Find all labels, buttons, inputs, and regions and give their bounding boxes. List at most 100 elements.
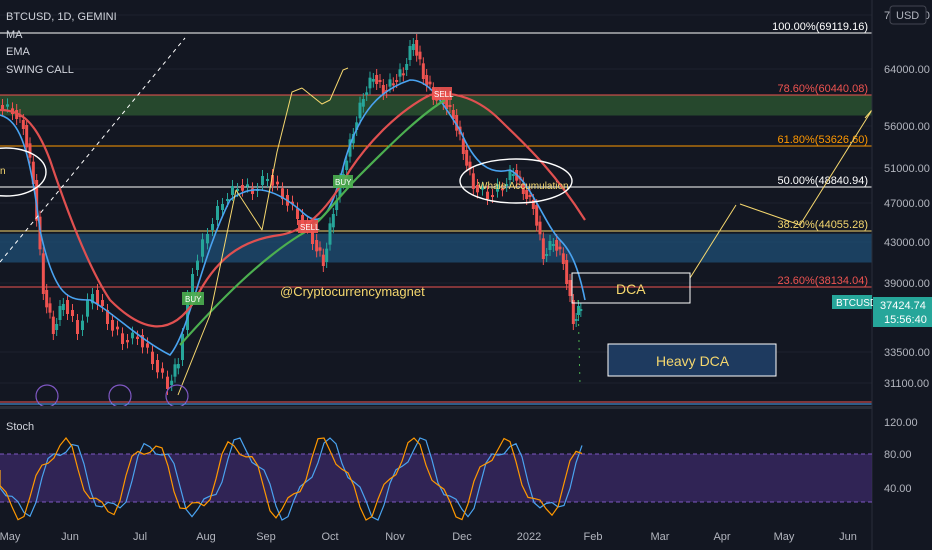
- symbol-badge-label: BTCUSD: [836, 298, 877, 309]
- projection-path: [689, 109, 873, 279]
- candle-body: [335, 200, 339, 210]
- candle-body: [201, 239, 204, 257]
- price-tick-6: 39000.00: [884, 278, 930, 290]
- candle-body: [276, 181, 279, 185]
- buy-signal-2-label: BUY: [335, 178, 352, 187]
- candle-body: [156, 360, 159, 373]
- ma-red-line: [0, 92, 586, 328]
- candle-body: [1, 105, 4, 111]
- candle-body: [358, 102, 362, 119]
- currency-badge[interactable]: [889, 5, 927, 25]
- candle-body: [173, 364, 177, 377]
- candle-body: [151, 351, 154, 364]
- currency-badge-label: USD: [896, 10, 919, 22]
- whale-oval: [459, 158, 573, 204]
- ma-green-line: [179, 99, 446, 346]
- fib-levels: 100.00%(69119.16) 78.60%(60440.08) 61.80%(…: [0, 21, 872, 403]
- candle-body: [455, 115, 459, 131]
- candle-body: [181, 334, 184, 360]
- candle-body: [111, 320, 114, 331]
- candle-body: [561, 253, 565, 264]
- candle-body: [471, 173, 475, 189]
- candle-body: [206, 234, 209, 244]
- ema-fast-line: [0, 79, 586, 357]
- candle-body: [311, 231, 314, 244]
- time-tick-0: May: [0, 531, 21, 543]
- heavy-dca-box: [607, 343, 777, 377]
- dca-label: DCA: [616, 281, 646, 297]
- dca-box: [571, 272, 691, 304]
- time-tick-7: Dec: [452, 531, 472, 543]
- fib-label-1: 78.60%(60440.08): [777, 83, 868, 95]
- candle-body: [91, 294, 94, 304]
- candle-body: [511, 174, 515, 176]
- candle-body: [15, 110, 19, 119]
- indicator-ma[interactable]: MA: [6, 29, 23, 41]
- candle-body: [146, 343, 149, 348]
- candle-body: [521, 183, 525, 194]
- candle-body: [371, 79, 375, 82]
- candle-body: [41, 253, 45, 294]
- candle-body: [231, 186, 234, 195]
- pane-divider[interactable]: [0, 406, 872, 409]
- price-tick-2: 56000.00: [884, 121, 930, 133]
- drawings: [0, 37, 873, 408]
- candle-body: [116, 326, 119, 330]
- left-oval-label: n: [0, 166, 6, 177]
- whale-label: Whale Accumulation: [478, 181, 569, 192]
- indicator-ema[interactable]: EMA: [6, 46, 31, 58]
- price-tick-3: 51000.00: [884, 163, 930, 175]
- candle-body: [408, 46, 412, 60]
- candle-body: [548, 241, 552, 250]
- candle-body: [555, 240, 559, 251]
- candle-body: [391, 83, 395, 86]
- candle-body: [48, 303, 52, 313]
- candle-body: [328, 223, 332, 245]
- buy-signal-2: [333, 175, 353, 188]
- time-tick-2: Jul: [133, 531, 147, 543]
- candle-body: [216, 206, 219, 220]
- stoch-tick-120: 120.00: [884, 417, 918, 429]
- candle-body: [481, 187, 484, 190]
- candle-body: [486, 191, 489, 199]
- candle-body: [236, 189, 239, 191]
- price-tick-8: 31100.00: [884, 378, 929, 390]
- candle-body: [261, 176, 264, 185]
- fib-label-3: 50.00%(48840.94): [777, 175, 868, 187]
- candle-body: [25, 125, 29, 148]
- candle-body: [368, 77, 372, 89]
- candle-body: [141, 335, 144, 348]
- candle-body: [461, 138, 465, 154]
- candle-body: [186, 296, 189, 330]
- candle-body: [96, 290, 99, 304]
- last-price: 37424.74: [880, 300, 926, 312]
- swing-path-2: [301, 67, 349, 105]
- candle-body: [525, 190, 529, 199]
- candle-body: [579, 309, 583, 311]
- stoch-tick-40: 40.00: [884, 483, 912, 495]
- sell-signal-2-label: SELL: [434, 90, 454, 99]
- buy-signal-1-label: BUY: [185, 295, 202, 304]
- sell-signal-1-label: SELL: [300, 223, 320, 232]
- candle-body: [468, 161, 472, 170]
- candle-body: [221, 204, 224, 210]
- candle-body: [476, 185, 479, 193]
- time-tick-6: Nov: [385, 531, 405, 543]
- candle-body: [411, 44, 415, 50]
- candle-body: [101, 300, 104, 306]
- candle-body: [121, 333, 124, 344]
- candle-body: [281, 188, 284, 199]
- bar-countdown: 15:56:40: [884, 314, 927, 326]
- candle-body: [176, 364, 180, 369]
- time-axis[interactable]: May Jun Jul Aug Sep Oct Nov Dec 2022 Feb Mar Apr May…: [0, 531, 857, 543]
- stoch-lines: [0, 437, 583, 521]
- indicator-swing-call[interactable]: SWING CALL: [6, 64, 74, 76]
- candle-body: [365, 92, 369, 95]
- candle-body: [558, 246, 562, 250]
- time-tick-3: Aug: [196, 531, 216, 543]
- symbol-title: BTCUSD, 1D, GEMINI: [6, 11, 117, 23]
- candle-body: [351, 134, 355, 144]
- candle-body: [71, 310, 74, 316]
- symbol-badge: [832, 295, 872, 309]
- candle-body: [388, 79, 392, 87]
